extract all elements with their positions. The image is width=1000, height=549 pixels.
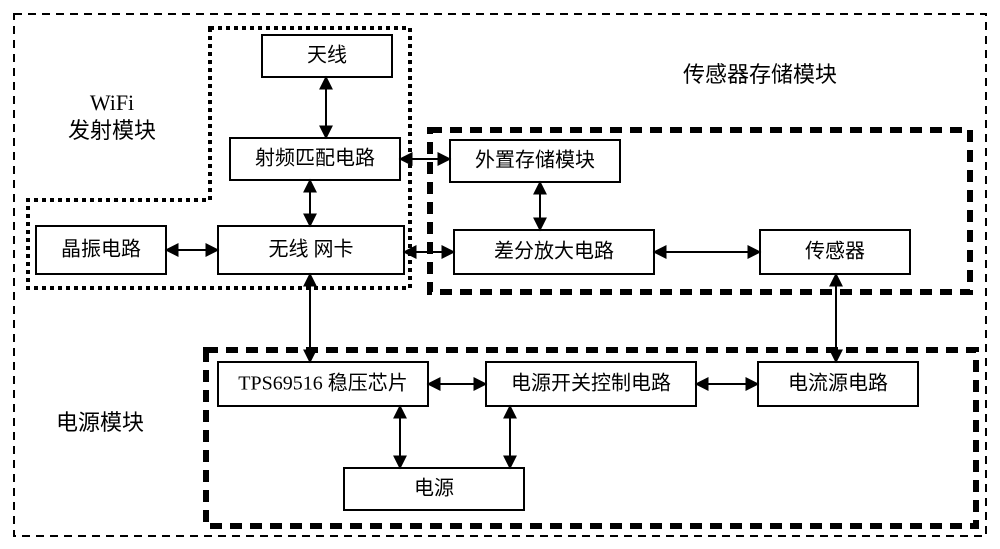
- rf_match-label: 射频匹配电路: [255, 147, 375, 170]
- block-diagram: WiFi 发射模块 传感器存储模块 电源模块 天线射频匹配电路无线 网卡 晶振电路…: [0, 0, 1000, 549]
- regulator-label: TPS69516 稳压芯片: [238, 372, 407, 395]
- antenna-label: 天线: [307, 44, 347, 67]
- sensor-block: 传感器: [760, 230, 910, 274]
- power-region-label: 电源模块: [56, 410, 144, 435]
- nic-label: 无线 网卡: [269, 238, 354, 261]
- power-block: 电源: [344, 468, 524, 510]
- power-label: 电源: [414, 477, 454, 500]
- crystal-label: 晶振电路: [61, 238, 141, 261]
- ext_storage-label: 外置存储模块: [475, 149, 595, 172]
- diff_amp-block: 差分放大电路: [454, 230, 654, 274]
- psw-label: 电源开关控制电路: [511, 372, 671, 395]
- antenna-block: 天线: [262, 35, 392, 77]
- current_src-label: 电流源电路: [788, 372, 888, 395]
- sensor-label: 传感器: [805, 240, 865, 263]
- nic-block: 无线 网卡: [218, 226, 404, 274]
- current_src-block: 电流源电路: [758, 362, 918, 406]
- regulator-block: TPS69516 稳压芯片: [218, 362, 428, 406]
- rf_match-block: 射频匹配电路: [230, 138, 400, 180]
- ext_storage-block: 外置存储模块: [450, 140, 620, 182]
- wifi-region-label-1: WiFi: [90, 90, 134, 115]
- wifi-region-label-2: 发射模块: [68, 118, 156, 143]
- psw-block: 电源开关控制电路: [486, 362, 696, 406]
- diff_amp-label: 差分放大电路: [494, 240, 614, 263]
- crystal-block: 晶振电路: [36, 226, 166, 274]
- storage-region-label: 传感器存储模块: [683, 62, 837, 87]
